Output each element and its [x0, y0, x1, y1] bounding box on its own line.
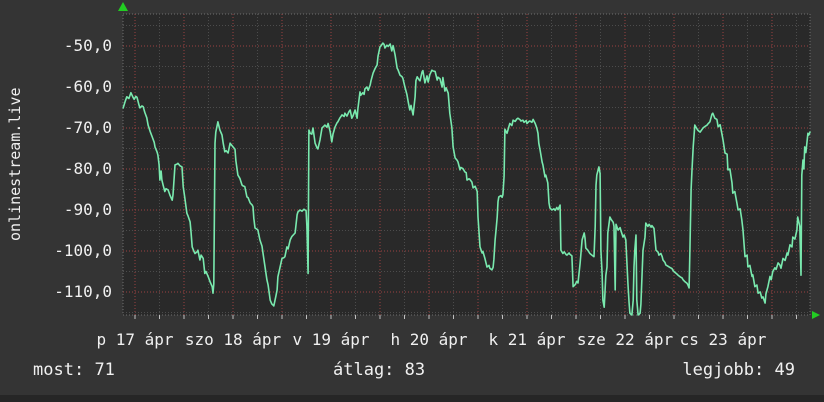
y-tick-label: -50,0 [63, 36, 112, 55]
x-tick-label: k 21 ápr [488, 330, 566, 349]
x-tick-label: sze 22 ápr [576, 330, 674, 349]
y-tick-label: -110,0 [54, 282, 112, 301]
stat-most-value: 71 [94, 360, 115, 380]
y-tick-label: -70,0 [63, 118, 112, 137]
x-tick-label: h 20 ápr [390, 330, 468, 349]
stat-average: átlag: 83 [333, 360, 425, 380]
y-tick-label: -100,0 [54, 241, 112, 260]
stat-best: legjobb: 49 [682, 360, 795, 380]
x-tick-label: p 17 ápr [96, 330, 174, 349]
y-tick-label: -60,0 [63, 77, 112, 96]
x-tick-label: cs 23 ápr [679, 330, 767, 349]
stat-most-label: most: [33, 360, 85, 380]
y-tick-label: -90,0 [63, 200, 112, 219]
x-tick-label: v 19 ápr [292, 330, 370, 349]
stat-average-label: átlag: [333, 360, 395, 380]
stats-row: most: 71 átlag: 83 legjobb: 49 [0, 360, 824, 384]
plot-area [122, 13, 811, 316]
bottom-strip [0, 395, 824, 402]
y-axis-arrow-icon [118, 2, 128, 11]
stat-best-label: legjobb: [682, 360, 765, 380]
stat-best-value: 49 [774, 360, 795, 380]
stat-most: most: 71 [33, 360, 115, 380]
ping-series-line [122, 42, 811, 316]
x-axis-arrow-icon [812, 311, 820, 319]
stat-average-value: 83 [404, 360, 426, 380]
x-tick-label: szo 18 ápr [184, 330, 282, 349]
y-tick-label: -80,0 [63, 159, 112, 178]
